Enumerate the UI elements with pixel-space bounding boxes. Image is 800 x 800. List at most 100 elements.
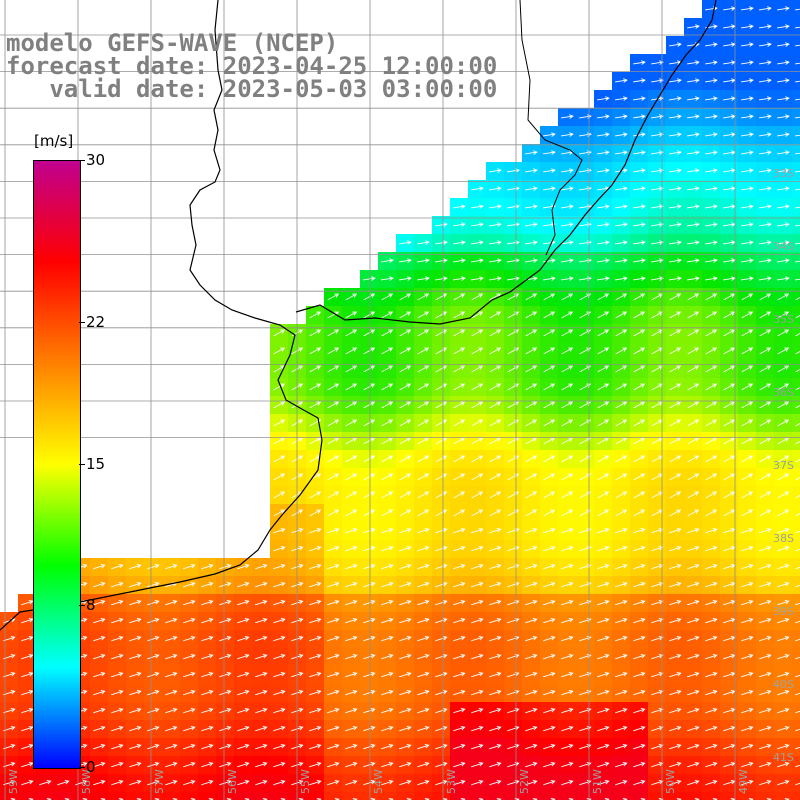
wind-arrow xyxy=(741,222,754,227)
wind-arrow xyxy=(759,635,772,642)
wind-arrow xyxy=(165,689,178,696)
wind-arrow xyxy=(435,293,448,301)
wind-arrow xyxy=(525,222,538,227)
wind-arrow xyxy=(669,725,682,732)
wind-arrow xyxy=(669,132,682,137)
wind-arrow xyxy=(309,563,322,570)
wind-arrow xyxy=(597,545,610,552)
wind-arrow xyxy=(381,761,394,768)
wind-arrow xyxy=(417,293,430,301)
wind-arrow xyxy=(417,635,430,642)
wind-arrow xyxy=(543,419,556,427)
wind-arrow xyxy=(723,365,736,373)
wind-arrow xyxy=(381,473,394,481)
wind-arrow xyxy=(453,779,466,786)
wind-arrow xyxy=(615,707,628,714)
wind-arrow xyxy=(417,401,430,409)
wind-arrow xyxy=(777,186,790,191)
wind-arrow xyxy=(777,779,790,786)
wind-arrow xyxy=(651,258,664,263)
wind-arrow xyxy=(687,599,700,606)
wind-arrow xyxy=(489,707,502,714)
wind-arrow xyxy=(345,311,358,319)
wind-arrow xyxy=(597,114,610,119)
wind-arrow xyxy=(669,509,682,517)
wind-arrow xyxy=(543,689,556,696)
wind-arrow xyxy=(363,563,376,570)
wind-arrow xyxy=(795,26,800,29)
wind-arrow xyxy=(597,527,610,534)
wind-arrow xyxy=(435,437,448,445)
wind-speed-cell xyxy=(522,792,540,800)
wind-speed-cell xyxy=(792,252,800,270)
wind-arrow xyxy=(687,779,700,786)
wind-arrow xyxy=(795,224,800,227)
wind-arrow xyxy=(363,761,376,768)
wind-arrow xyxy=(687,186,700,191)
colorbar-tick-mark xyxy=(79,463,85,465)
wind-speed-cell xyxy=(360,792,378,800)
wind-arrow xyxy=(435,365,448,373)
wind-arrow xyxy=(795,315,800,319)
wind-arrow xyxy=(759,563,772,570)
wind-arrow xyxy=(309,671,322,678)
latitude-label: 40S xyxy=(773,678,794,691)
wind-arrow xyxy=(525,653,538,660)
wind-arrow xyxy=(669,78,682,83)
wind-arrow xyxy=(525,347,538,355)
wind-arrow xyxy=(795,620,800,624)
wind-arrow xyxy=(651,599,664,606)
wind-arrow xyxy=(345,707,358,714)
wind-arrow xyxy=(453,617,466,624)
wind-arrow xyxy=(93,743,106,750)
wind-arrow xyxy=(309,437,322,445)
wind-arrow xyxy=(615,653,628,660)
wind-arrow xyxy=(255,779,268,786)
wind-arrow xyxy=(777,114,790,119)
wind-arrow xyxy=(345,671,358,678)
wind-arrow xyxy=(633,455,646,463)
wind-arrow xyxy=(363,329,376,337)
wind-arrow xyxy=(705,527,718,534)
wind-arrow xyxy=(273,347,286,355)
wind-arrow xyxy=(615,96,628,101)
wind-arrow xyxy=(93,617,106,624)
wind-arrow xyxy=(543,599,556,606)
wind-arrow xyxy=(129,653,142,660)
wind-arrow xyxy=(795,8,800,11)
wind-arrow xyxy=(471,563,484,570)
wind-arrow xyxy=(669,653,682,660)
wind-arrow xyxy=(561,653,574,660)
wind-arrow xyxy=(399,311,412,319)
wind-arrow xyxy=(489,779,502,786)
wind-arrow xyxy=(705,743,718,750)
wind-speed-cell xyxy=(792,162,800,180)
wind-arrow xyxy=(759,779,772,786)
wind-arrow xyxy=(471,707,484,714)
wind-arrow xyxy=(795,405,800,409)
wind-arrow xyxy=(21,653,34,660)
wind-speed-cell xyxy=(792,432,800,450)
wind-arrow xyxy=(597,96,610,101)
wind-arrow xyxy=(327,527,340,534)
wind-arrow xyxy=(687,114,700,119)
latitude-label: 38S xyxy=(773,532,794,545)
wind-arrow xyxy=(525,761,538,768)
wind-arrow xyxy=(741,204,754,209)
wind-arrow xyxy=(651,240,664,245)
wind-arrow xyxy=(795,116,800,119)
wind-arrow xyxy=(615,689,628,696)
wind-arrow xyxy=(705,132,718,137)
wind-arrow xyxy=(201,653,214,660)
wind-arrow xyxy=(489,401,502,409)
wind-arrow xyxy=(795,602,800,606)
wind-speed-cell xyxy=(792,522,800,540)
wind-arrow xyxy=(399,276,412,281)
wind-arrow xyxy=(471,761,484,768)
wind-arrow xyxy=(111,779,124,786)
wind-arrow xyxy=(417,707,430,714)
wind-arrow xyxy=(471,581,484,588)
wind-arrow xyxy=(381,329,394,337)
wind-arrow xyxy=(237,707,250,714)
